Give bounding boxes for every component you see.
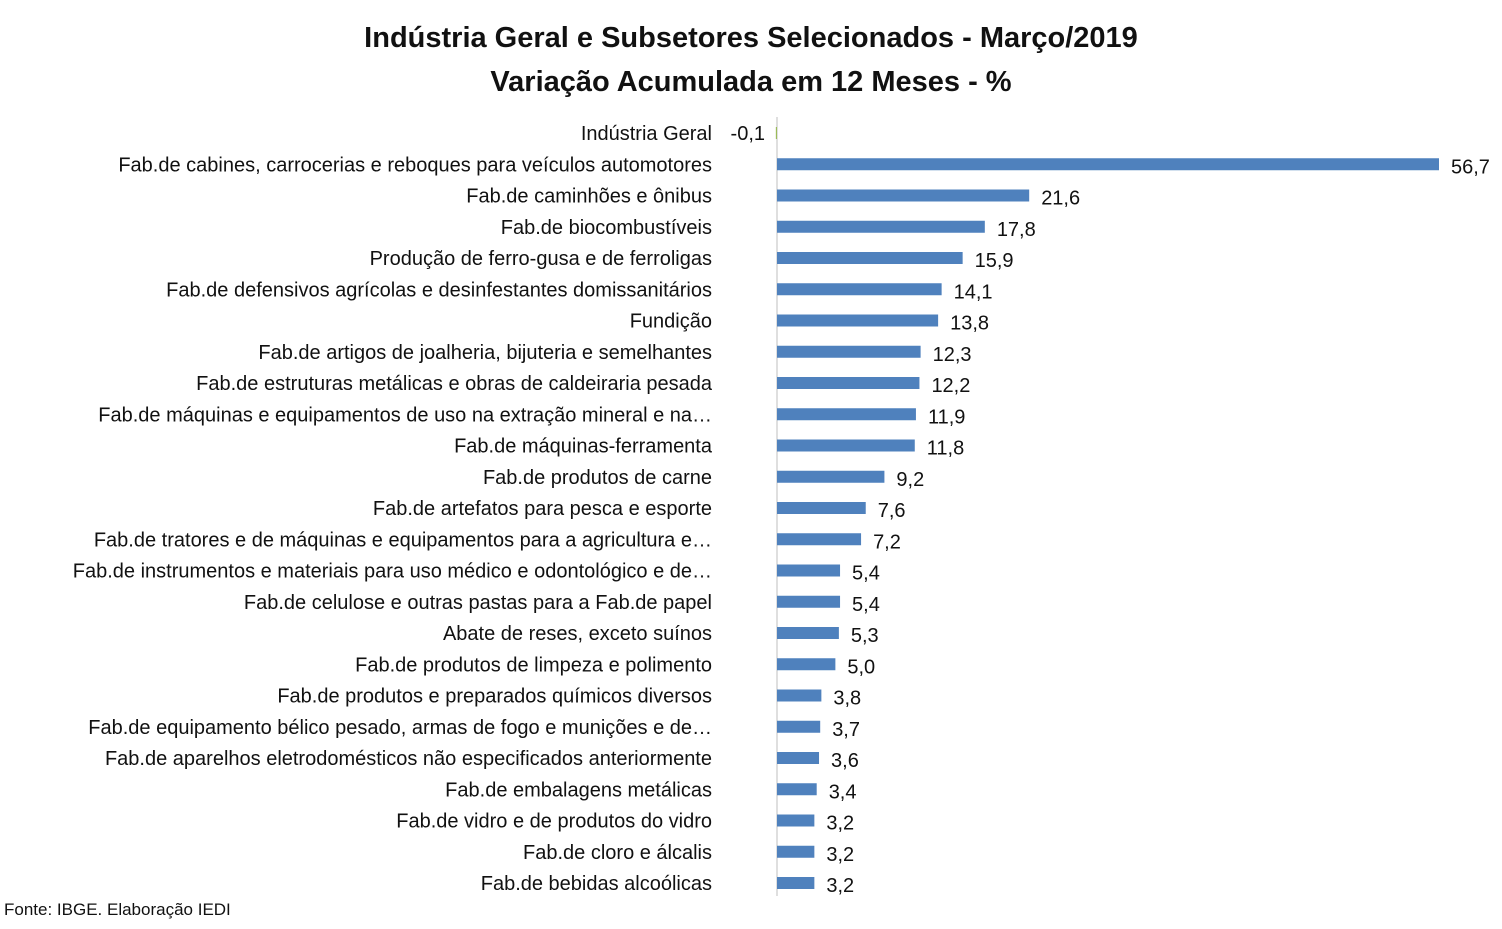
data-label: 11,9: [928, 406, 965, 428]
category-label: Fab.de produtos de limpeza e polimento: [355, 654, 712, 676]
bar: [777, 220, 985, 233]
data-label: -0,1: [731, 123, 765, 145]
bar: [777, 845, 815, 858]
bar: [775, 127, 777, 139]
data-label: 12,2: [931, 375, 970, 397]
bar: [777, 783, 817, 796]
category-label: Fab.de equipamento bélico pesado, armas …: [88, 717, 712, 739]
data-label: 15,9: [975, 250, 1014, 272]
bar: [777, 752, 820, 764]
category-label: Fab.de estruturas metálicas e obras de c…: [196, 373, 713, 395]
data-label: 14,1: [954, 281, 993, 303]
category-label: Fab.de máquinas-ferramenta: [454, 436, 713, 458]
data-label: 17,8: [997, 219, 1036, 241]
data-label: 5,3: [851, 625, 879, 647]
data-label: 5,0: [847, 656, 875, 678]
bar: [777, 314, 939, 327]
data-label: 3,2: [826, 844, 854, 866]
category-label: Fab.de biocombustíveis: [501, 217, 712, 239]
chart-title: Indústria Geral e Subsetores Selecionado…: [364, 22, 1138, 54]
bar: [777, 720, 821, 733]
data-label: 3,4: [829, 781, 857, 803]
category-label: Indústria Geral: [581, 123, 712, 145]
data-label: 3,7: [832, 719, 860, 741]
category-label: Abate de reses, exceto suínos: [443, 623, 712, 645]
category-label: Fab.de cloro e álcalis: [523, 842, 712, 864]
category-label: Produção de ferro-gusa e de ferroligas: [370, 248, 712, 270]
category-label: Fab.de instrumentos e materiais para uso…: [73, 561, 712, 583]
category-label: Fab.de artefatos para pesca e esporte: [373, 498, 712, 520]
category-label: Fab.de defensivos agrícolas e desinfesta…: [166, 279, 712, 301]
data-label: 5,4: [852, 563, 880, 585]
bar: [777, 877, 815, 889]
bar: [777, 595, 841, 608]
category-label: Fab.de aparelhos eletrodomésticos não es…: [105, 748, 712, 770]
category-label: Fundição: [630, 311, 712, 333]
bar: [777, 158, 1439, 171]
bar: [777, 814, 815, 827]
bar: [777, 439, 915, 452]
bar: [777, 377, 920, 389]
bar: [777, 564, 841, 577]
data-label: 12,3: [933, 344, 972, 366]
category-label: Fab.de bebidas alcoólicas: [481, 873, 712, 895]
data-label: 56,7: [1451, 156, 1490, 178]
data-label: 3,6: [831, 750, 859, 772]
category-label: Fab.de embalagens metálicas: [445, 779, 712, 801]
bar: [777, 689, 822, 702]
data-label: 21,6: [1041, 188, 1080, 210]
chart-subtitle: Variação Acumulada em 12 Meses - %: [490, 66, 1012, 98]
category-label: Fab.de produtos de carne: [483, 467, 712, 489]
category-label: Fab.de artigos de joalheria, bijuteria e…: [258, 342, 712, 364]
category-label: Fab.de cabines, carrocerias e reboques p…: [118, 154, 712, 176]
data-label: 11,8: [927, 438, 964, 460]
category-label: Fab.de produtos e preparados químicos di…: [277, 686, 712, 708]
data-label: 7,6: [878, 500, 906, 522]
data-label: 9,2: [896, 469, 924, 491]
category-label: Fab.de vidro e de produtos do vidro: [396, 811, 712, 833]
category-label: Fab.de máquinas e equipamentos de uso na…: [98, 404, 712, 426]
bar: [777, 470, 885, 483]
bar: [777, 533, 862, 546]
data-label: 13,8: [950, 313, 989, 335]
category-label: Fab.de caminhões e ônibus: [466, 186, 712, 208]
bar: [777, 283, 942, 296]
data-label: 7,2: [873, 531, 901, 553]
category-label: Fab.de tratores e de máquinas e equipame…: [94, 529, 712, 551]
data-label: 3,8: [833, 688, 861, 710]
bar: [777, 189, 1030, 202]
data-label: 3,2: [826, 875, 854, 897]
bar: [777, 252, 963, 264]
data-label: 3,2: [826, 813, 854, 835]
source-note: Fonte: IBGE. Elaboração IEDI: [4, 900, 231, 919]
data-label: 5,4: [852, 594, 880, 616]
bar: [777, 408, 916, 421]
category-label: Fab.de celulose e outras pastas para a F…: [244, 592, 712, 614]
bar: [777, 658, 836, 671]
bar: [777, 345, 921, 358]
bar: [777, 502, 866, 514]
bar: [777, 627, 839, 639]
